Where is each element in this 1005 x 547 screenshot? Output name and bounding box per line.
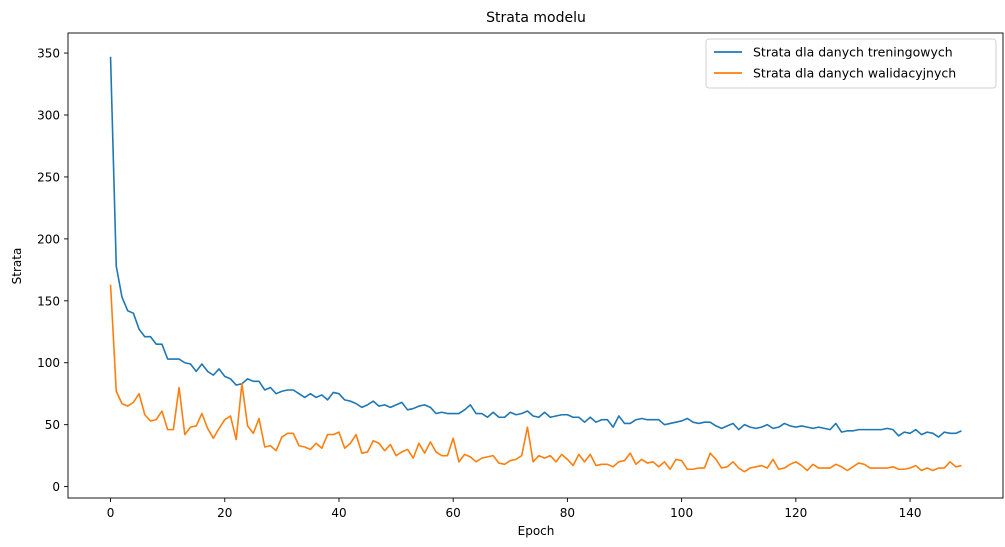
legend-box — [705, 38, 997, 89]
x-tick-label: 100 — [670, 506, 693, 520]
y-tick-label: 200 — [37, 232, 60, 246]
x-tick-label: 40 — [331, 506, 346, 520]
x-tick-label: 80 — [560, 506, 575, 520]
x-tick-label: 60 — [446, 506, 461, 520]
y-tick-label: 50 — [45, 418, 60, 432]
chart-title: Strata modelu — [486, 10, 586, 26]
y-tick-label: 250 — [37, 170, 60, 184]
y-tick-label: 150 — [37, 294, 60, 308]
y-tick-label: 100 — [37, 356, 60, 370]
plot-frame — [67, 32, 1004, 499]
legend-entry-2: Strata dla danych walidacyjnych — [753, 66, 956, 81]
legend: Strata dla danych treningowych Strata dla… — [705, 38, 997, 89]
x-tick-label: 20 — [217, 506, 232, 520]
x-tick-label: 140 — [899, 506, 922, 520]
y-tick-label: 0 — [52, 480, 60, 494]
y-tick-label: 300 — [37, 109, 60, 123]
x-tick-label: 0 — [107, 506, 115, 520]
x-axis-label: Epoch — [518, 524, 555, 538]
legend-entry-1: Strata dla danych treningowych — [753, 45, 953, 60]
y-axis-label: Strata — [10, 248, 24, 285]
series-line-1 — [109, 56, 962, 438]
series-line-2 — [109, 284, 962, 473]
y-tick-label: 350 — [37, 47, 60, 61]
x-tick-label: 120 — [784, 506, 807, 520]
plot-area: 0 20 40 60 80 100 120 140 0 50 100 150 200 250 300 350 — [37, 32, 1004, 520]
